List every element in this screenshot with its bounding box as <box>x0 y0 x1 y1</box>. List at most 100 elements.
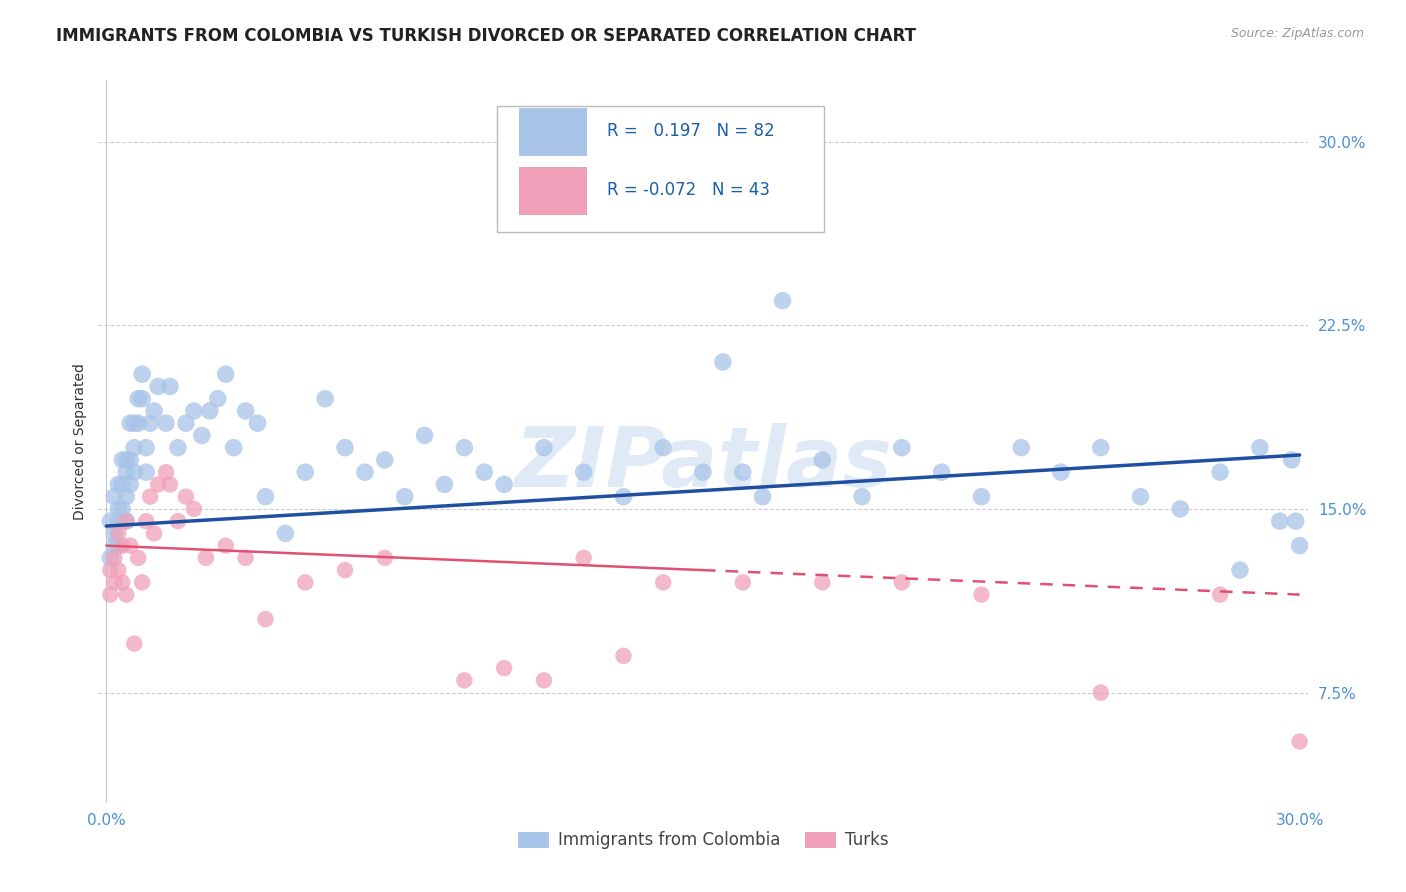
Point <box>127 550 149 565</box>
Point <box>98 514 121 528</box>
Point <box>174 416 197 430</box>
Point <box>970 490 993 504</box>
Point <box>711 355 734 369</box>
Point <box>274 526 297 541</box>
Point <box>1288 539 1310 553</box>
Point <box>235 404 257 418</box>
Point <box>183 404 205 418</box>
Point <box>143 526 166 541</box>
Point <box>612 648 634 663</box>
Point <box>174 490 197 504</box>
Point <box>1281 453 1303 467</box>
Point <box>890 441 912 455</box>
FancyBboxPatch shape <box>519 167 586 214</box>
Point <box>159 477 181 491</box>
Point <box>135 441 157 455</box>
Point <box>107 514 129 528</box>
Text: R = -0.072   N = 43: R = -0.072 N = 43 <box>607 181 770 200</box>
Point <box>127 416 149 430</box>
Point <box>127 392 149 406</box>
Point <box>333 563 356 577</box>
Point <box>167 441 190 455</box>
Point <box>139 416 162 430</box>
Point <box>811 453 834 467</box>
Point <box>692 465 714 479</box>
Point <box>354 465 377 479</box>
Point <box>931 465 953 479</box>
Point <box>111 575 134 590</box>
Point <box>413 428 436 442</box>
Point <box>115 514 138 528</box>
Point <box>131 392 153 406</box>
Point <box>731 575 754 590</box>
Point <box>1209 588 1232 602</box>
Point <box>131 367 153 381</box>
Point <box>453 441 475 455</box>
Point <box>120 453 142 467</box>
Point <box>533 441 555 455</box>
Point <box>333 441 356 455</box>
Point <box>254 612 277 626</box>
Point <box>235 550 257 565</box>
Point <box>1268 514 1291 528</box>
Point <box>98 588 121 602</box>
Point <box>215 539 238 553</box>
Point <box>1249 441 1271 455</box>
Point <box>107 526 129 541</box>
Point <box>115 514 138 528</box>
Point <box>472 465 495 479</box>
Point <box>111 539 134 553</box>
Point <box>811 575 834 590</box>
Text: R =   0.197   N = 82: R = 0.197 N = 82 <box>607 122 775 140</box>
Point <box>107 477 129 491</box>
Point <box>246 416 269 430</box>
Point <box>143 404 166 418</box>
Point <box>314 392 336 406</box>
Point <box>131 575 153 590</box>
Point <box>120 477 142 491</box>
Point <box>98 563 121 577</box>
Point <box>453 673 475 688</box>
Point <box>122 441 145 455</box>
Point <box>98 550 121 565</box>
Point <box>115 465 138 479</box>
Point <box>533 673 555 688</box>
Point <box>103 490 125 504</box>
Point <box>103 526 125 541</box>
Point <box>111 453 134 467</box>
Point <box>1209 465 1232 479</box>
Point <box>122 416 145 430</box>
Point <box>751 490 773 504</box>
Point <box>155 416 177 430</box>
Point <box>139 490 162 504</box>
Point <box>103 575 125 590</box>
Legend: Immigrants from Colombia, Turks: Immigrants from Colombia, Turks <box>510 824 896 856</box>
Point <box>146 477 169 491</box>
Point <box>433 477 456 491</box>
Point <box>135 465 157 479</box>
Point <box>222 441 245 455</box>
Point <box>394 490 416 504</box>
Point <box>146 379 169 393</box>
Point <box>1050 465 1073 479</box>
Point <box>103 550 125 565</box>
Point <box>1288 734 1310 748</box>
Point <box>191 428 214 442</box>
Point <box>970 588 993 602</box>
Point <box>1129 490 1152 504</box>
Point <box>103 539 125 553</box>
Point <box>115 453 138 467</box>
Point <box>115 490 138 504</box>
Y-axis label: Divorced or Separated: Divorced or Separated <box>73 363 87 520</box>
Point <box>652 441 675 455</box>
Point <box>772 293 794 308</box>
Point <box>1090 441 1112 455</box>
Point <box>111 502 134 516</box>
Point <box>1090 685 1112 699</box>
Point <box>120 416 142 430</box>
Point <box>851 490 873 504</box>
Point <box>155 465 177 479</box>
Point <box>1285 514 1308 528</box>
Point <box>198 404 221 418</box>
Point <box>215 367 238 381</box>
